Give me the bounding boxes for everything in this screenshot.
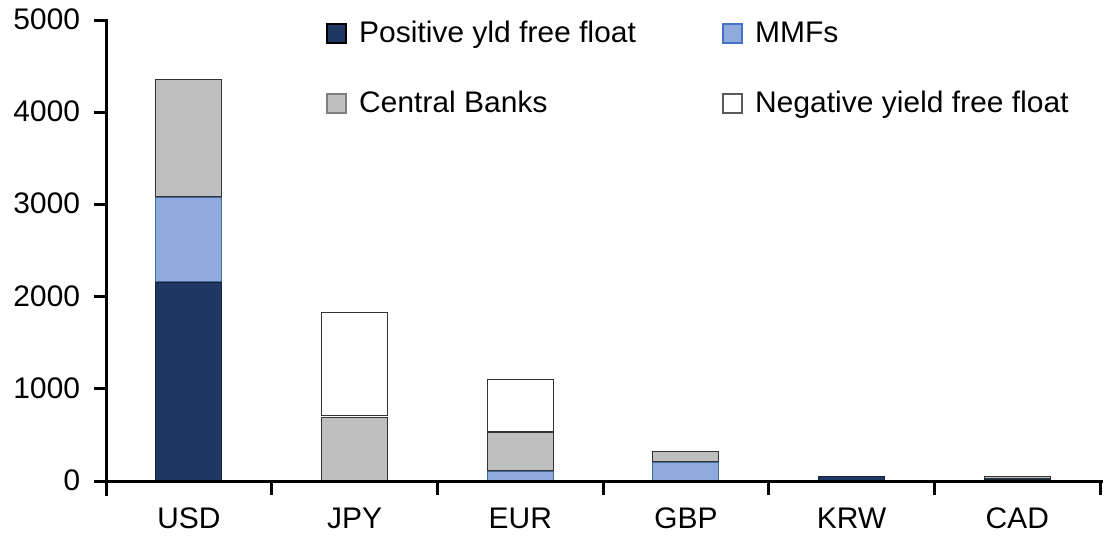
bar-segment-usd-mmfs: [155, 197, 223, 282]
y-tick-label-0: 0: [63, 464, 80, 497]
y-tick-label-3000: 3000: [13, 187, 80, 221]
bar-segment-jpy-negative-yield-free-float: [321, 312, 388, 417]
legend-swatch-mmfs: [722, 22, 743, 44]
legend-item-mmfs: MMFs: [722, 13, 838, 53]
y-axis-line: [104, 18, 108, 496]
legend-swatch-negative-yield-free-float: [722, 92, 743, 114]
bar-segment-cad-central-banks: [983, 475, 1051, 479]
x-axis-label-krw: KRW: [816, 502, 887, 535]
legend-label-central-banks: Central Banks: [359, 86, 548, 119]
bar-segment-usd-central-banks: [155, 79, 223, 197]
bar-segment-eur-negative-yield-free-float: [486, 379, 554, 433]
legend-swatch-central-banks: [326, 92, 347, 114]
y-tick-mark: [94, 295, 106, 299]
x-axis-label-cad: CAD: [985, 502, 1049, 535]
bar-segment-jpy-central-banks: [321, 416, 388, 481]
legend-item-central-banks: Central Banks: [326, 83, 547, 123]
legend-item-negative-yield-free-float: Negative yield free float: [722, 83, 1069, 123]
legend: Positive yld free float MMFs Central Banks…: [0, 0, 1109, 140]
legend-label-mmfs: MMFs: [755, 16, 839, 49]
x-tick-mark: [435, 481, 439, 495]
x-tick-mark: [270, 481, 274, 495]
x-axis-label-eur: EUR: [488, 502, 552, 535]
y-tick-mark: [94, 387, 106, 391]
x-axis-label-jpy: JPY: [326, 502, 383, 535]
bar-segment-gbp-mmfs: [652, 461, 720, 481]
y-tick-mark: [94, 18, 106, 22]
y-tick-label-5000: 5000: [13, 3, 80, 36]
bar-segment-usd-positive-yld-free-float: [155, 281, 223, 481]
y-tick-mark: [94, 202, 106, 206]
x-axis-label-gbp: GBP: [654, 502, 718, 535]
x-axis-label-usd: USD: [157, 502, 221, 535]
y-tick-label-4000: 4000: [13, 95, 80, 129]
y-tick-label-2000: 2000: [13, 279, 80, 313]
legend-label-positive-yld-free-float: Positive yld free float: [359, 16, 636, 49]
bar-segment-eur-central-banks: [486, 432, 554, 471]
x-tick-mark: [601, 481, 605, 495]
x-tick-mark: [104, 481, 108, 495]
bar-segment-gbp-central-banks: [652, 450, 720, 462]
x-tick-mark: [767, 481, 771, 495]
x-tick-mark: [1098, 481, 1102, 495]
y-tick-label-1000: 1000: [13, 371, 80, 405]
legend-label-negative-yield-free-float: Negative yield free float: [755, 86, 1069, 119]
x-tick-mark: [932, 481, 936, 495]
legend-item-positive-yld-free-float: Positive yld free float: [326, 13, 636, 53]
y-tick-mark: [94, 110, 106, 114]
y-tick-mark: [94, 479, 106, 483]
legend-swatch-positive-yld-free-float: [326, 22, 347, 44]
